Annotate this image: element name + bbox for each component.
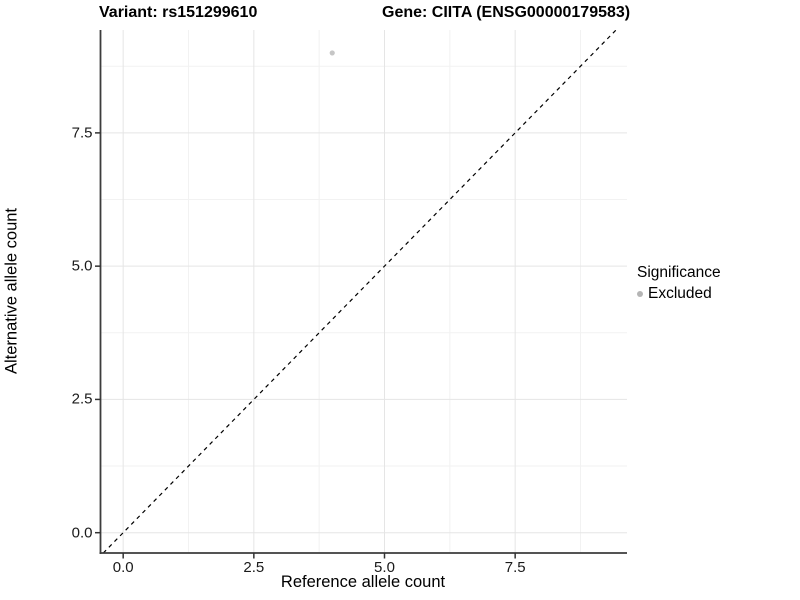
y-tick-label: 7.5	[71, 124, 93, 142]
data-point	[329, 50, 335, 56]
y-tick-label: 2.5	[71, 390, 93, 408]
identity-dashed-line	[102, 30, 617, 553]
x-tick-label: 2.5	[243, 559, 265, 576]
x-tick-label: 7.5	[504, 559, 526, 576]
x-tick-label: 5.0	[374, 559, 395, 576]
variant-title: Variant: rs151299610	[99, 4, 258, 21]
legend-title: Significance	[637, 264, 721, 281]
excluded-point-icon	[637, 291, 643, 297]
x-axis-title: Reference allele count	[280, 573, 446, 591]
gene-title: Gene: CIITA (ENSG00000179583)	[382, 4, 631, 21]
legend-item-label: Excluded	[648, 285, 712, 302]
x-tick-label: 0.0	[112, 559, 134, 576]
y-tick-label: 5.0	[71, 257, 93, 275]
y-axis-title: Alternative allele count	[2, 207, 21, 375]
legend: Significance Excluded	[637, 264, 721, 303]
legend-item-excluded: Excluded	[637, 285, 721, 303]
y-tick-label: 0.0	[71, 524, 93, 542]
